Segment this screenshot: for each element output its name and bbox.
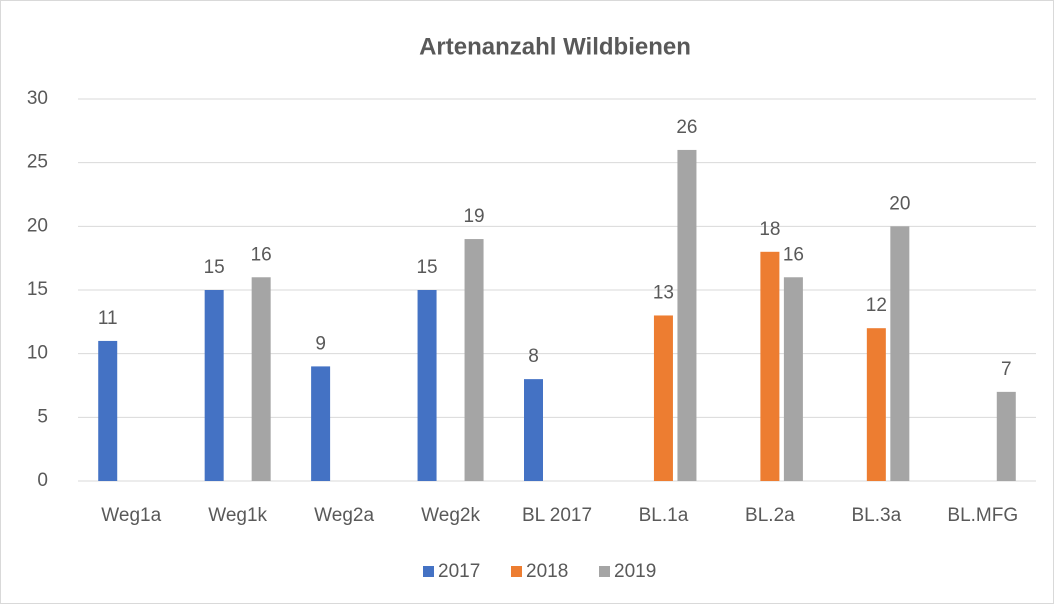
data-label: 7 [1001,359,1012,380]
y-tick-label: 30 [27,88,48,109]
legend-swatch [599,566,610,577]
x-tick-label: Weg1k [208,505,267,526]
bar [464,239,484,481]
y-tick-label: 25 [27,152,48,173]
data-label: 16 [783,244,804,265]
y-tick-label: 15 [27,279,48,300]
bar [890,226,910,481]
x-tick-label: BL.MFG [947,505,1018,526]
bar [98,340,118,481]
bar [204,290,224,481]
data-label: 15 [416,257,437,278]
bar [417,290,437,481]
data-label: 16 [251,244,272,265]
bar [677,149,697,481]
x-tick-label: Weg1a [101,505,161,526]
data-label: 12 [866,295,887,316]
y-tick-label: 0 [37,470,48,491]
bar [524,379,543,481]
legend-label: 2017 [438,561,480,582]
bar [996,391,1016,481]
y-tick-label: 20 [27,215,48,236]
y-tick-label: 5 [37,406,48,427]
data-label: 19 [463,206,484,227]
bar [311,366,331,481]
data-label: 13 [653,282,674,303]
x-tick-label: BL.1a [639,505,689,526]
x-tick-label: Weg2a [314,505,374,526]
data-label: 15 [204,257,225,278]
chart-title: Artenanzahl Wildbienen [419,33,691,60]
x-tick-label: BL.3a [852,505,902,526]
x-tick-label: BL.2a [745,505,795,526]
data-label: 9 [315,333,326,354]
y-tick-label: 10 [27,343,48,364]
data-label: 26 [676,117,697,138]
legend-label: 2019 [614,561,656,582]
x-tick-label: Weg2k [421,505,480,526]
data-label: 18 [759,219,780,240]
legend-swatch [511,566,522,577]
bar [653,315,673,481]
legend-label: 2018 [526,561,568,582]
data-label: 11 [98,308,118,329]
bar [251,277,271,481]
bar [866,328,886,481]
data-label: 8 [528,346,539,367]
bar [783,277,803,481]
data-label: 20 [889,193,910,214]
x-tick-label: BL 2017 [522,505,592,526]
legend-swatch [423,566,434,577]
bar [760,251,780,481]
